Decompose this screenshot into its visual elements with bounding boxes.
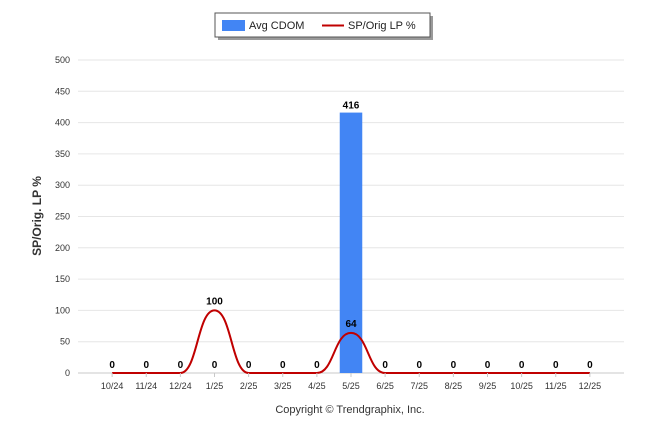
- bar-data-label: 0: [109, 360, 115, 371]
- x-axis-ticks: 10/24 11/24 12/24 1/25 2/25 3/25 4/25 5/25 6/25 7…: [101, 373, 601, 391]
- y-tick-label: 50: [60, 337, 70, 347]
- y-tick-label: 100: [55, 305, 70, 315]
- x-tick-label: 5/25: [342, 381, 360, 391]
- x-tick-label: 1/25: [206, 381, 224, 391]
- y-tick-label: 250: [55, 212, 70, 222]
- bar-data-label: 0: [587, 360, 593, 371]
- bar-data-labels: 0 0 0 0 0 0 0 416 0 0 0 0 0 0 0: [109, 101, 593, 371]
- legend-bar-swatch: [222, 20, 245, 31]
- y-tick-label: 500: [55, 55, 70, 65]
- bar-data-label: 0: [553, 360, 559, 371]
- x-tick-label: 7/25: [410, 381, 428, 391]
- y-axis-ticks: 0 50 100 150 200 250 300 350 400 450 500: [55, 55, 70, 378]
- y-axis-title: SP/Orig. LP %: [30, 176, 44, 256]
- legend-label-sp-orig-lp: SP/Orig LP %: [348, 20, 416, 32]
- y-tick-label: 350: [55, 149, 70, 159]
- y-tick-label: 400: [55, 118, 70, 128]
- x-tick-label: 11/25: [545, 381, 567, 391]
- bar-data-label: 0: [246, 360, 252, 371]
- x-tick-label: 2/25: [240, 381, 258, 391]
- bar-data-label: 0: [143, 360, 149, 371]
- x-tick-label: 10/24: [101, 381, 124, 391]
- legend-label-avg-cdom: Avg CDOM: [249, 20, 304, 32]
- x-tick-label: 4/25: [308, 381, 326, 391]
- y-tick-label: 150: [55, 274, 70, 284]
- line-data-labels: 100 64: [206, 296, 357, 330]
- copyright-text: Copyright © Trendgraphix, Inc.: [275, 404, 424, 416]
- y-tick-label: 0: [65, 368, 70, 378]
- bar: [339, 112, 363, 374]
- line-data-label: 64: [345, 319, 357, 330]
- line-data-label: 100: [206, 296, 223, 307]
- y-tick-label: 450: [55, 86, 70, 96]
- bar-data-label: 0: [212, 360, 218, 371]
- x-tick-label: 3/25: [274, 381, 292, 391]
- x-tick-label: 12/25: [579, 381, 602, 391]
- bar-data-label: 0: [314, 360, 320, 371]
- bar-data-label: 0: [382, 360, 388, 371]
- bar-data-label: 0: [485, 360, 491, 371]
- bar-data-label: 416: [343, 101, 360, 112]
- y-tick-label: 200: [55, 243, 70, 253]
- x-tick-label: 10/25: [510, 381, 533, 391]
- x-tick-label: 8/25: [445, 381, 463, 391]
- x-tick-label: 6/25: [376, 381, 394, 391]
- sp-orig-lp-line: [112, 309, 590, 374]
- legend: Avg CDOM SP/Orig LP %: [214, 12, 433, 40]
- y-tick-label: 300: [55, 180, 70, 190]
- bar-data-label: 0: [519, 360, 525, 371]
- x-tick-label: 12/24: [169, 381, 192, 391]
- x-tick-label: 9/25: [479, 381, 497, 391]
- bar-data-label: 0: [178, 360, 184, 371]
- bar-data-label: 0: [451, 360, 457, 371]
- bar-data-label: 0: [416, 360, 422, 371]
- x-tick-label: 11/24: [135, 381, 157, 391]
- bars: [339, 112, 363, 374]
- bar-data-label: 0: [280, 360, 286, 371]
